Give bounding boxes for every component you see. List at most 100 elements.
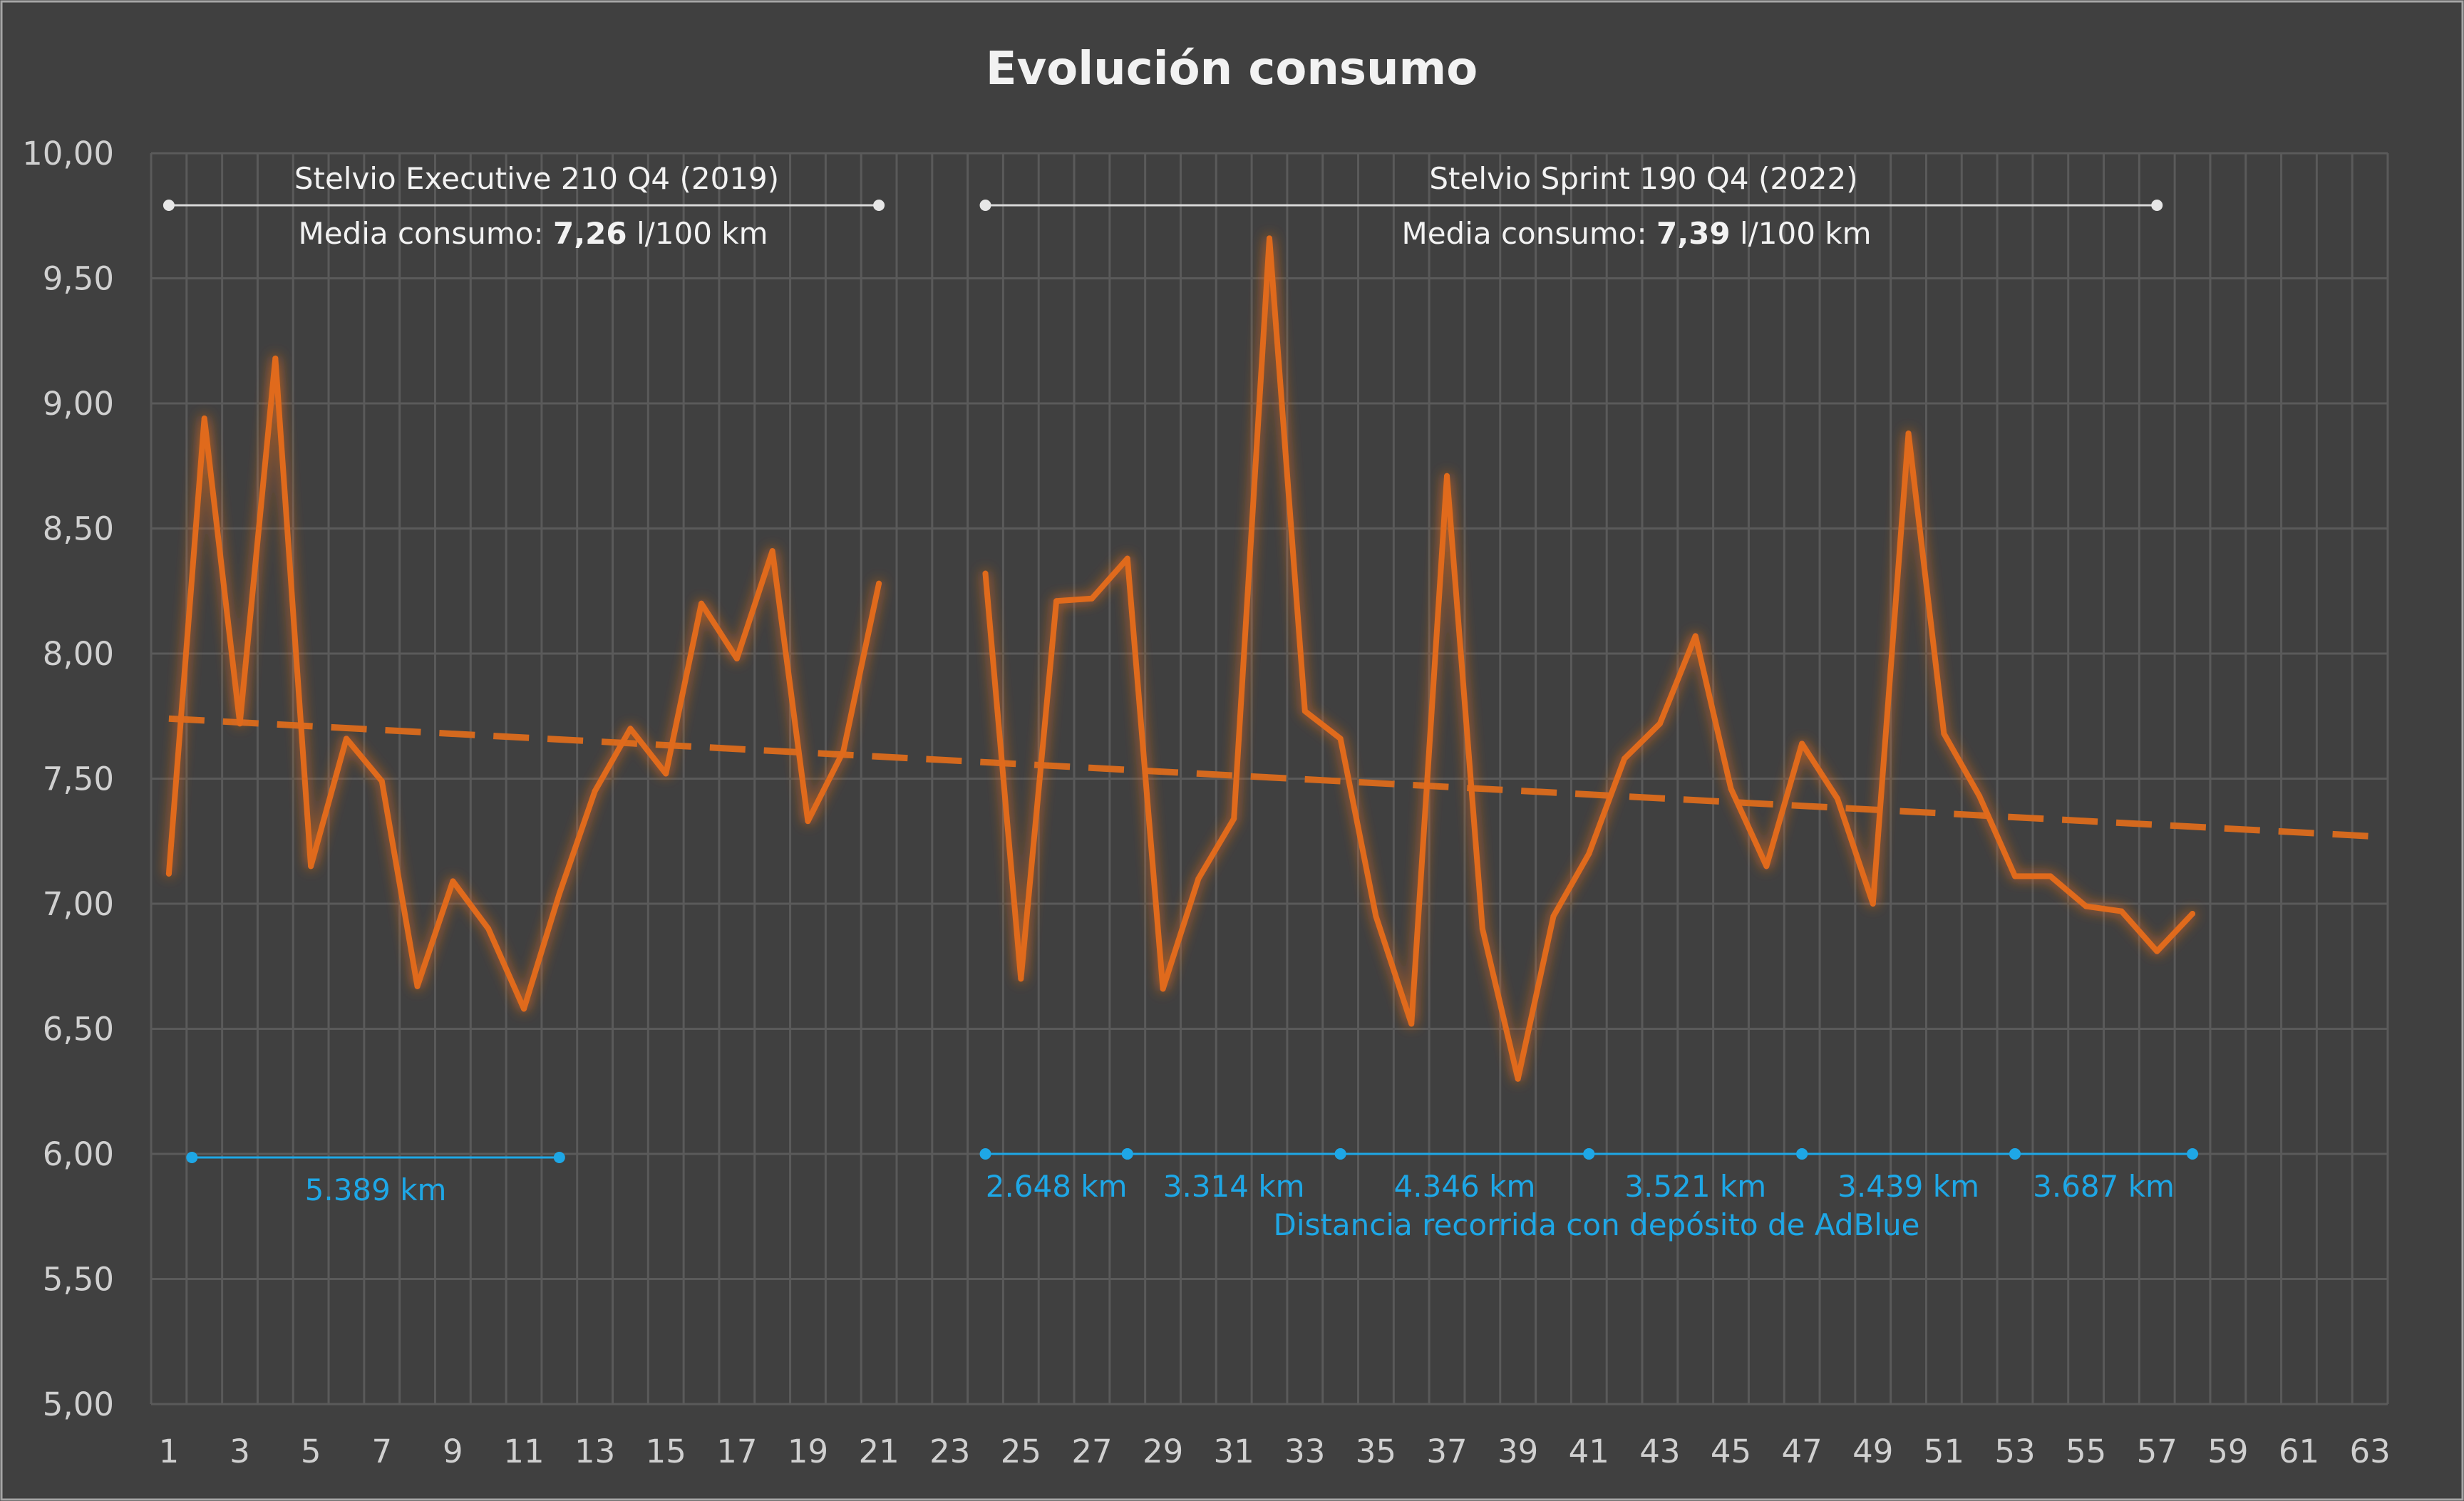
y-tick-label: 10,00: [22, 135, 114, 172]
x-tick-label: 37: [1426, 1433, 1467, 1470]
x-tick-label: 29: [1143, 1433, 1183, 1470]
data-point: [1479, 926, 1485, 932]
data-point: [485, 926, 492, 932]
x-tick-label: 35: [1356, 1433, 1396, 1470]
x-tick-label: 49: [1852, 1433, 1893, 1470]
data-point: [1018, 976, 1024, 982]
group1-span-start: [163, 200, 175, 211]
adblue-segment-start: [186, 1152, 198, 1163]
data-point: [556, 890, 562, 897]
adblue-segment-label: 3.521 km: [1624, 1169, 1766, 1204]
x-tick-label: 39: [1498, 1433, 1538, 1470]
data-point: [1976, 793, 1983, 800]
x-tick-label: 15: [646, 1433, 686, 1470]
data-point: [1834, 795, 1840, 802]
data-point: [805, 818, 811, 825]
group1-average-prefix: Media consumo:: [298, 216, 553, 251]
data-point: [237, 721, 243, 727]
data-point: [876, 580, 882, 587]
group2-name: Stelvio Sprint 190 Q4 (2022): [1429, 161, 1857, 196]
data-point: [1088, 595, 1095, 602]
group2-span-start: [979, 200, 991, 211]
group1-average: Media consumo: 7,26 l/100 km: [298, 216, 768, 251]
data-point: [1408, 1021, 1415, 1027]
adblue-segment-label: 5.389 km: [305, 1172, 447, 1207]
data-point: [1692, 633, 1698, 639]
x-tick-label: 1: [159, 1433, 180, 1470]
x-tick-label: 23: [929, 1433, 970, 1470]
data-point: [699, 600, 705, 607]
adblue-layer: 5.389 km 2.648 km 3.314 km 4.346 km 3.521 km…: [186, 1148, 2199, 1207]
adblue-segment-start: [2009, 1148, 2021, 1160]
y-tick-label: 7,50: [43, 760, 114, 798]
y-tick-label: 6,50: [43, 1011, 114, 1048]
data-point: [2190, 911, 2196, 917]
x-tick-label: 7: [371, 1433, 392, 1470]
data-point: [769, 548, 775, 555]
y-axis-ticks: 5,00 5,50 6,00 6,50 7,00 7,50 8,00 8,50 9,00 9,50…: [22, 135, 114, 1423]
x-tick-label: 59: [2207, 1433, 2248, 1470]
data-point: [1905, 430, 1912, 437]
x-tick-label: 27: [1071, 1433, 1112, 1470]
x-axis-ticks: 1 3 5 7 9 11 13 15 17 19 21 23 25 27 29 31 33 35 37 39 41 43 4…: [159, 1433, 2391, 1470]
x-tick-label: 51: [1924, 1433, 1964, 1470]
data-point: [1231, 815, 1237, 822]
data-point: [2083, 903, 2089, 909]
data-point: [627, 726, 634, 732]
x-tick-label: 11: [503, 1433, 544, 1470]
y-tick-label: 9,50: [43, 260, 114, 298]
adblue-segment-start: [1334, 1148, 1346, 1160]
x-tick-label: 25: [1001, 1433, 1041, 1470]
x-tick-label: 31: [1214, 1433, 1254, 1470]
x-tick-label: 5: [301, 1433, 321, 1470]
x-tick-label: 47: [1782, 1433, 1823, 1470]
data-point: [1373, 913, 1379, 919]
y-tick-label: 6,00: [43, 1135, 114, 1173]
x-tick-label: 13: [574, 1433, 615, 1470]
data-point: [1053, 598, 1060, 604]
x-tick-label: 55: [2066, 1433, 2106, 1470]
data-point: [592, 788, 598, 795]
x-tick-label: 3: [230, 1433, 250, 1470]
adblue-segment-start: [1583, 1148, 1595, 1160]
y-tick-label: 7,00: [43, 885, 114, 923]
data-point: [201, 416, 207, 422]
data-point: [521, 1006, 527, 1012]
data-point: [1586, 850, 1592, 857]
x-tick-label: 41: [1569, 1433, 1609, 1470]
x-tick-label: 17: [716, 1433, 757, 1470]
data-point: [2012, 873, 2018, 880]
adblue-segment-label: 2.648 km: [986, 1169, 1128, 1204]
data-point: [2154, 948, 2160, 954]
adblue-segment-start: [979, 1148, 991, 1160]
adblue-segment-start: [1796, 1148, 1808, 1160]
data-point: [450, 878, 456, 884]
x-tick-label: 33: [1284, 1433, 1325, 1470]
x-tick-label: 57: [2137, 1433, 2177, 1470]
data-point: [378, 778, 385, 785]
data-point: [1160, 986, 1166, 992]
data-point: [733, 656, 740, 662]
x-tick-label: 21: [858, 1433, 899, 1470]
data-point: [1550, 913, 1557, 919]
data-point: [1301, 708, 1308, 714]
data-point: [1195, 875, 1202, 882]
data-point: [1763, 863, 1770, 870]
adblue-caption: Distancia recorrida con depósito de AdBl…: [1274, 1207, 1920, 1242]
adblue-segment-label: 3.314 km: [1163, 1169, 1305, 1204]
x-tick-label: 53: [1994, 1433, 2035, 1470]
annotation-layer: Stelvio Executive 210 Q4 (2019) Media co…: [163, 161, 2163, 1242]
group2-average-suffix: l/100 km: [1731, 216, 1872, 251]
data-point: [1799, 741, 1805, 747]
data-point: [1728, 785, 1734, 792]
group1-average-suffix: l/100 km: [627, 216, 768, 251]
group2-average-value: 7,39: [1656, 216, 1731, 251]
adblue-segment-end: [2187, 1148, 2199, 1160]
data-point: [840, 748, 847, 754]
group2-span-end: [2151, 200, 2163, 211]
x-tick-label: 45: [1711, 1433, 1751, 1470]
y-tick-label: 5,00: [43, 1386, 114, 1423]
data-point: [1267, 235, 1272, 242]
